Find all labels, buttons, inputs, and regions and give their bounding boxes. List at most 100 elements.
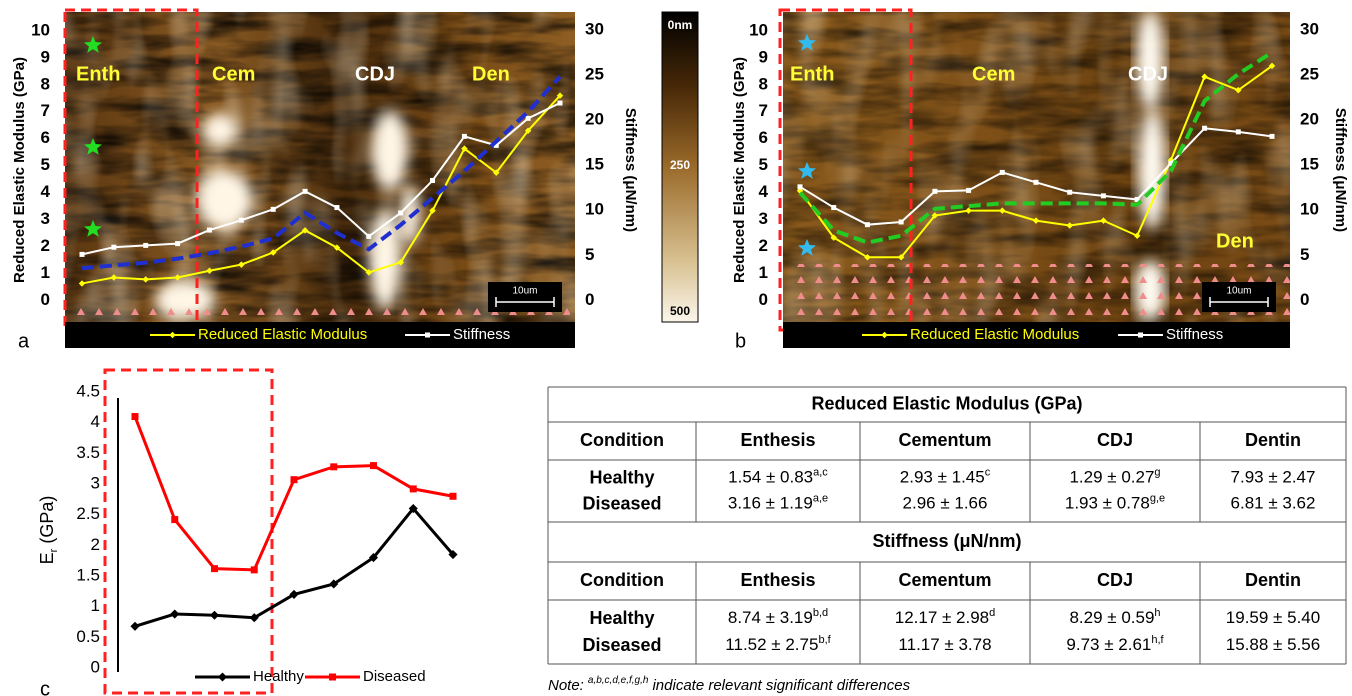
point — [207, 228, 212, 233]
note-prefix: Note: — [548, 677, 584, 694]
y2-tick-label: 20 — [585, 110, 604, 129]
point — [370, 462, 377, 469]
page: {"chart_data":[ {"type":"line","label":"… — [0, 0, 1352, 696]
point — [899, 219, 904, 224]
table-condition: Diseased — [582, 635, 661, 655]
y-tick-label: 5 — [41, 155, 50, 174]
point — [175, 241, 180, 246]
y-axis-title: Reduced Elastic Modulus (GPa) — [11, 57, 28, 283]
legend-marker — [329, 674, 336, 681]
cell-value: 7.93 ± 2.47 — [1231, 468, 1316, 487]
table-header: Condition — [580, 570, 664, 590]
panel-letter: b — [735, 330, 746, 352]
y-axis-title-unit: (GPa) — [37, 496, 57, 544]
cell-superscript: g — [1154, 467, 1160, 479]
region-label: Cem — [972, 63, 1015, 85]
y-tick-label: 10 — [749, 20, 768, 39]
point — [211, 565, 218, 572]
point — [526, 116, 531, 121]
point — [239, 218, 244, 223]
point — [558, 101, 563, 106]
table-header: Cementum — [898, 430, 991, 450]
legend-label: Diseased — [363, 668, 426, 685]
point — [1202, 126, 1207, 131]
table-header: Condition — [580, 430, 664, 450]
table-header: Enthesis — [740, 430, 815, 450]
point — [80, 252, 85, 257]
y-tick-label: 4 — [91, 412, 100, 431]
series-line — [135, 509, 453, 627]
y2-tick-label: 15 — [1300, 155, 1319, 174]
y-tick-label: 4.5 — [76, 381, 100, 400]
point — [831, 205, 836, 210]
cell-value: 12.17 ± 2.98 — [895, 609, 989, 628]
scale-bar-label: 10um — [1226, 286, 1251, 297]
cell-value: 8.74 ± 3.19 — [728, 609, 813, 628]
y2-tick-label: 5 — [1300, 245, 1309, 264]
table-cell: 1.93 ± 0.78g,e — [1065, 493, 1165, 514]
table-cell: 12.17 ± 2.98d — [895, 607, 996, 628]
y2-tick-label: 10 — [585, 200, 604, 219]
point — [1067, 190, 1072, 195]
table-header: Enthesis — [740, 570, 815, 590]
y-tick-label: 2 — [41, 236, 50, 255]
y-tick-label: 7 — [41, 101, 50, 120]
y-axis-title: Reduced Elastic Modulus (GPa) — [731, 57, 748, 283]
region-label: Enth — [790, 63, 834, 85]
point — [410, 485, 417, 492]
cell-superscript: b,f — [818, 634, 831, 646]
y2-axis-title: Stiffness (μN/nm) — [622, 108, 639, 232]
table-title: Stiffness (μN/nm) — [872, 531, 1021, 551]
y-tick-label: 6 — [759, 128, 768, 147]
y2-tick-label: 25 — [1300, 65, 1319, 84]
y-tick-label: 0.5 — [76, 627, 100, 646]
y-axis-title: Er(GPa) — [37, 496, 60, 565]
legend-marker — [1138, 333, 1143, 338]
cell-superscript: b,d — [813, 607, 828, 619]
table-cell: 19.59 ± 5.40 — [1226, 609, 1320, 628]
panel-letter: a — [18, 330, 30, 352]
cell-superscript: c — [985, 467, 991, 479]
point — [1000, 170, 1005, 175]
point — [303, 189, 308, 194]
table-header: CDJ — [1097, 570, 1133, 590]
cell-value: 1.93 ± 0.78 — [1065, 494, 1150, 513]
cell-value: 19.59 ± 5.40 — [1226, 609, 1320, 628]
table-cell: 11.52 ± 2.75b,f — [725, 634, 831, 655]
point — [1101, 193, 1106, 198]
cell-value: 6.81 ± 3.62 — [1231, 494, 1316, 513]
cell-value: 3.16 ± 1.19 — [728, 494, 813, 513]
region-label: Cem — [212, 63, 255, 85]
scale-bar-label: 10um — [512, 286, 537, 297]
cell-value: 2.93 ± 1.45 — [900, 468, 985, 487]
cell-superscript: h — [1154, 607, 1160, 619]
colorbar-label: 0nm — [668, 18, 693, 32]
colorbar-label: 500 — [670, 304, 690, 318]
point — [865, 222, 870, 227]
region-label: Den — [1216, 230, 1254, 252]
region-label: CDJ — [1128, 63, 1168, 85]
table-cell: 3.16 ± 1.19a,e — [728, 493, 828, 514]
legend-label: Healthy — [253, 668, 304, 685]
y-tick-label: 1.5 — [76, 565, 100, 584]
point — [1270, 134, 1275, 139]
point — [1034, 180, 1039, 185]
table-condition: Diseased — [582, 493, 661, 513]
table-cell: 11.17 ± 3.78 — [898, 636, 991, 655]
y-tick-label: 2 — [91, 535, 100, 554]
table-cell: 15.88 ± 5.56 — [1226, 636, 1320, 655]
table-cell: 8.74 ± 3.19b,d — [728, 607, 828, 628]
y-tick-label: 3 — [91, 473, 100, 492]
region-label: CDJ — [355, 63, 395, 85]
y2-axis-title: Stiffness (μN/nm) — [1332, 108, 1349, 232]
point — [170, 609, 179, 618]
point — [330, 463, 337, 470]
table-cell: 8.29 ± 0.59h — [1069, 607, 1160, 628]
y-tick-label: 2.5 — [76, 504, 100, 523]
y2-tick-label: 30 — [1300, 20, 1319, 39]
table-condition: Healthy — [589, 467, 654, 487]
y-tick-label: 8 — [41, 74, 50, 93]
table-title: Reduced Elastic Modulus (GPa) — [811, 393, 1082, 413]
table-cell: 2.93 ± 1.45c — [900, 467, 991, 488]
figure: 0nm 250 500 012345678910051015202530Redu… — [0, 0, 1352, 696]
